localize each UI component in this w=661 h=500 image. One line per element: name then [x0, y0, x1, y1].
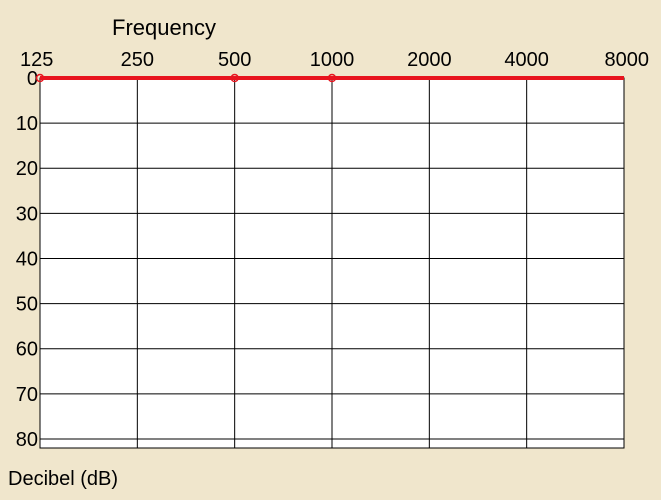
y-tick-label: 0	[27, 68, 38, 90]
x-tick-label: 250	[121, 49, 154, 71]
y-tick-label: 50	[16, 294, 38, 316]
x-tick-label: 4000	[504, 49, 549, 71]
x-tick-label: 8000	[605, 49, 650, 71]
x-axis-title: Frequency	[112, 15, 216, 40]
y-tick-label: 10	[16, 113, 38, 135]
y-tick-label: 20	[16, 158, 38, 180]
y-tick-label: 70	[16, 384, 38, 406]
y-tick-label: 60	[16, 339, 38, 361]
x-tick-label: 2000	[407, 49, 452, 71]
data-point-marker	[327, 73, 337, 83]
x-tick-label: 1000	[310, 49, 355, 71]
x-tick-label: 500	[218, 49, 251, 71]
y-tick-label: 80	[16, 429, 38, 451]
y-tick-label: 40	[16, 248, 38, 270]
data-point-marker	[230, 73, 239, 83]
y-tick-label: 30	[16, 203, 38, 225]
x-tick-label: 125	[20, 49, 53, 71]
y-axis-title: Decibel (dB)	[8, 468, 118, 490]
y-tick-labels: 0 10 20 30 40 50 60 70 80	[16, 68, 38, 451]
x-tick-labels: 125 250 500 1000 2000 4000 8000	[20, 49, 649, 71]
series-layer	[35, 73, 624, 83]
data-point-marker	[35, 73, 45, 83]
grid-lines	[39, 77, 625, 448]
